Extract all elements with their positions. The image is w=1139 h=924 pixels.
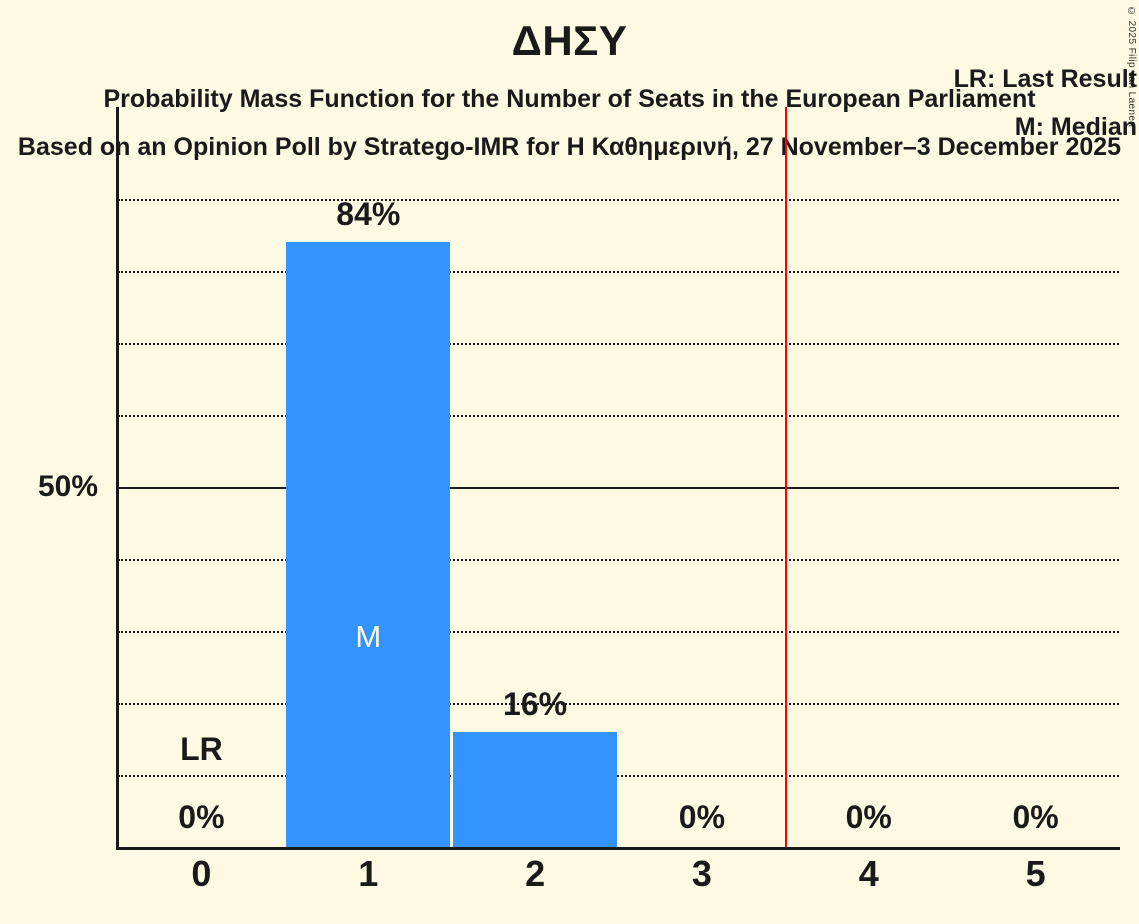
bar-value-label-4: 0% [845,799,892,835]
x-axis-label-5: 5 [1025,853,1046,894]
gridline-60 [118,415,1119,417]
gridline-70 [118,343,1119,345]
legend-item-median: M: Median [1014,113,1137,141]
chart-header: ΔΗΣΥ Probability Mass Function for the N… [0,0,1139,175]
page-title: ΔΗΣΥ [511,17,628,64]
chart-source-line: Based on an Opinion Poll by Stratego-IMR… [17,133,1122,161]
gridline-40 [118,559,1119,561]
x-axis-label-0: 0 [191,853,212,894]
last-result-vertical-line [785,107,788,847]
copyright-notice: © 2025 Filip van Laenen [1126,6,1137,128]
y-axis-label-50pct: 50% [37,470,98,503]
x-axis-line [116,847,1120,850]
bar-value-label-0: 0% [178,799,225,835]
bar-value-label-3: 0% [678,799,726,835]
x-axis-label-4: 4 [858,853,879,894]
median-marker: M [355,619,382,655]
gridline-10 [118,775,1119,777]
gridline-80 [118,271,1119,273]
bar-value-label-1: 84% [336,196,401,233]
x-axis-label-3: 3 [691,853,712,894]
chart-plot-area: 50% M 0% LR 84% 16% 0% 0% 0% 0 1 2 3 4 5 [38,107,1120,894]
last-result-marker: LR [180,731,223,767]
gridline-major-50 [118,487,1119,489]
x-axis-label-2: 2 [525,853,546,894]
legend-item-last-result: LR: Last Result [953,65,1137,93]
x-axis-label-1: 1 [358,853,379,894]
chart-subtitle: Probability Mass Function for the Number… [103,85,1036,113]
bar-value-label-2: 16% [503,685,568,722]
gridline-20 [118,703,1119,705]
y-axis-line [116,107,119,849]
bar-seats-2[interactable] [453,731,618,847]
bar-value-label-5: 0% [1012,799,1059,835]
chart-legend: LR: Last Result M: Median [954,55,1137,151]
gridline-90 [118,199,1119,201]
gridline-30 [118,631,1119,633]
bar-seats-1[interactable]: M [286,242,451,847]
